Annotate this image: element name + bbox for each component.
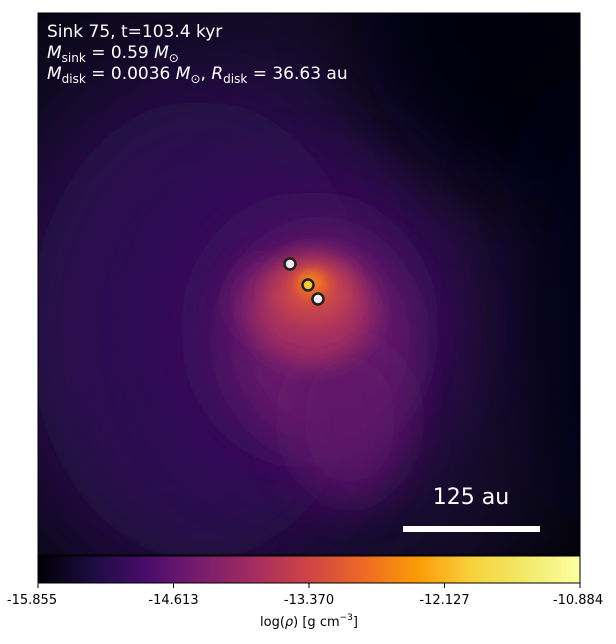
colorbar-tick-label-4: -10.884 — [553, 593, 603, 608]
panel-frame — [37, 12, 581, 556]
sink-marker-c — [311, 292, 325, 306]
colorbar-tick-label-0: -15.855 — [7, 593, 57, 608]
colorbar-tick-label-2: -13.370 — [284, 593, 334, 608]
sink-markers — [283, 257, 325, 306]
colorbar-label: log(ρ) [g cm−3] — [260, 613, 358, 630]
colorbar: -15.855 -14.613 -13.370 -12.127 -10.884 … — [7, 555, 603, 630]
scale-bar: 125 au — [403, 485, 540, 532]
sink-marker-a — [283, 257, 297, 271]
colorbar-tick-labels: -15.855 -14.613 -13.370 -12.127 -10.884 — [7, 593, 603, 608]
colorbar-gradient — [37, 555, 581, 584]
sink-marker-b — [301, 278, 315, 292]
colorbar-ticks — [37, 583, 581, 588]
disk-line: Mdisk = 0.0036 M⊙, Rdisk = 36.63 au — [47, 64, 348, 86]
panel-annotation: Sink 75, t=103.4 kyr Msink = 0.59 M⊙ Mdi… — [47, 22, 348, 86]
density-map — [38, 13, 580, 555]
panel-title: Sink 75, t=103.4 kyr — [47, 22, 222, 42]
colorbar-tick-label-1: -14.613 — [148, 593, 198, 608]
colorbar-tick-label-3: -12.127 — [419, 593, 469, 608]
sink-mass-line: Msink = 0.59 M⊙ — [47, 43, 179, 65]
scale-bar-label: 125 au — [433, 485, 509, 510]
scale-bar-line — [403, 526, 540, 532]
